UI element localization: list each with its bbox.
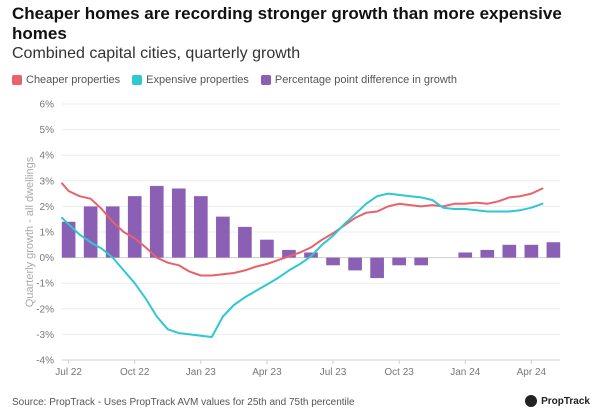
- difference-bar: [546, 242, 561, 258]
- legend-label-difference: Percentage point difference in growth: [274, 74, 457, 86]
- difference-bar: [193, 196, 208, 258]
- legend-label-cheaper: Cheaper properties: [26, 74, 121, 86]
- difference-bar: [326, 257, 340, 266]
- legend-swatch-cheaper: [12, 75, 22, 85]
- difference-bar: [83, 206, 98, 258]
- difference-bar: [216, 216, 230, 258]
- proptrack-logo-icon: [525, 395, 538, 407]
- y-tick-label: 4%: [40, 151, 55, 162]
- brand-name: PropTrack: [541, 395, 590, 407]
- x-tick-label: Apr 24: [517, 367, 547, 378]
- difference-bars: [61, 185, 561, 279]
- y-tick-label: -3%: [36, 330, 54, 341]
- y-tick-label: -4%: [36, 356, 54, 367]
- x-tick-label: Jan 24: [450, 367, 480, 378]
- x-tick-label: Jul 23: [320, 367, 347, 378]
- difference-bar: [480, 249, 495, 258]
- difference-bar: [61, 221, 76, 258]
- legend: Cheaper properties Expensive properties …: [12, 74, 457, 86]
- expensive-properties-line: [61, 192, 544, 338]
- series-lines: [61, 182, 544, 338]
- difference-bar: [149, 185, 164, 258]
- y-tick-label: 3%: [40, 176, 55, 187]
- y-tick-label: 2%: [40, 202, 55, 213]
- y-tick-label: 5%: [40, 125, 55, 136]
- brand-logo: PropTrack: [525, 395, 590, 407]
- difference-bar: [260, 239, 274, 258]
- difference-bar: [524, 244, 539, 258]
- axes: -4% -3% -2% -1% 0% 1% 2% 3% 4% 5% 6% Jul 22 Oct 22 Ja…: [24, 100, 560, 378]
- legend-item-cheaper[interactable]: Cheaper properties: [12, 74, 120, 86]
- y-axis-title: Quarterly growth - all dwellings: [24, 156, 36, 307]
- difference-bar: [282, 249, 296, 258]
- x-tick-label: Oct 23: [384, 367, 414, 378]
- legend-swatch-difference: [260, 75, 271, 85]
- difference-bar: [414, 257, 429, 266]
- x-tick-label: Jan 23: [186, 367, 216, 378]
- difference-bar: [171, 188, 186, 258]
- difference-bar: [105, 206, 120, 258]
- y-tick-label: 0%: [40, 253, 55, 264]
- chart-title: Cheaper homes are recording stronger gro…: [12, 4, 562, 43]
- legend-label-expensive: Expensive properties: [146, 74, 249, 86]
- legend-item-expensive[interactable]: Expensive properties: [132, 74, 249, 86]
- difference-bar: [458, 252, 473, 258]
- cheaper-properties-line: [61, 182, 544, 277]
- x-tick-label: Oct 22: [120, 367, 150, 378]
- difference-bar: [238, 226, 252, 258]
- legend-item-difference[interactable]: Percentage point difference in growth: [260, 74, 457, 86]
- difference-bar: [502, 244, 517, 258]
- chart-subtitle: Combined capital cities, quarterly growt…: [12, 45, 301, 62]
- x-tick-label: Apr 23: [252, 367, 282, 378]
- x-tick-label: Jul 22: [55, 367, 82, 378]
- difference-bar: [392, 257, 406, 266]
- y-tick-label: 1%: [40, 228, 55, 239]
- difference-bar: [127, 196, 142, 258]
- y-tick-label: -2%: [36, 304, 54, 315]
- source-note: Source: PropTrack - Uses PropTrack AVM v…: [12, 397, 355, 408]
- difference-bar: [348, 257, 362, 271]
- legend-swatch-expensive: [132, 75, 143, 85]
- y-tick-label: -1%: [36, 279, 54, 290]
- y-tick-label: 6%: [40, 100, 55, 111]
- difference-bar: [370, 257, 384, 279]
